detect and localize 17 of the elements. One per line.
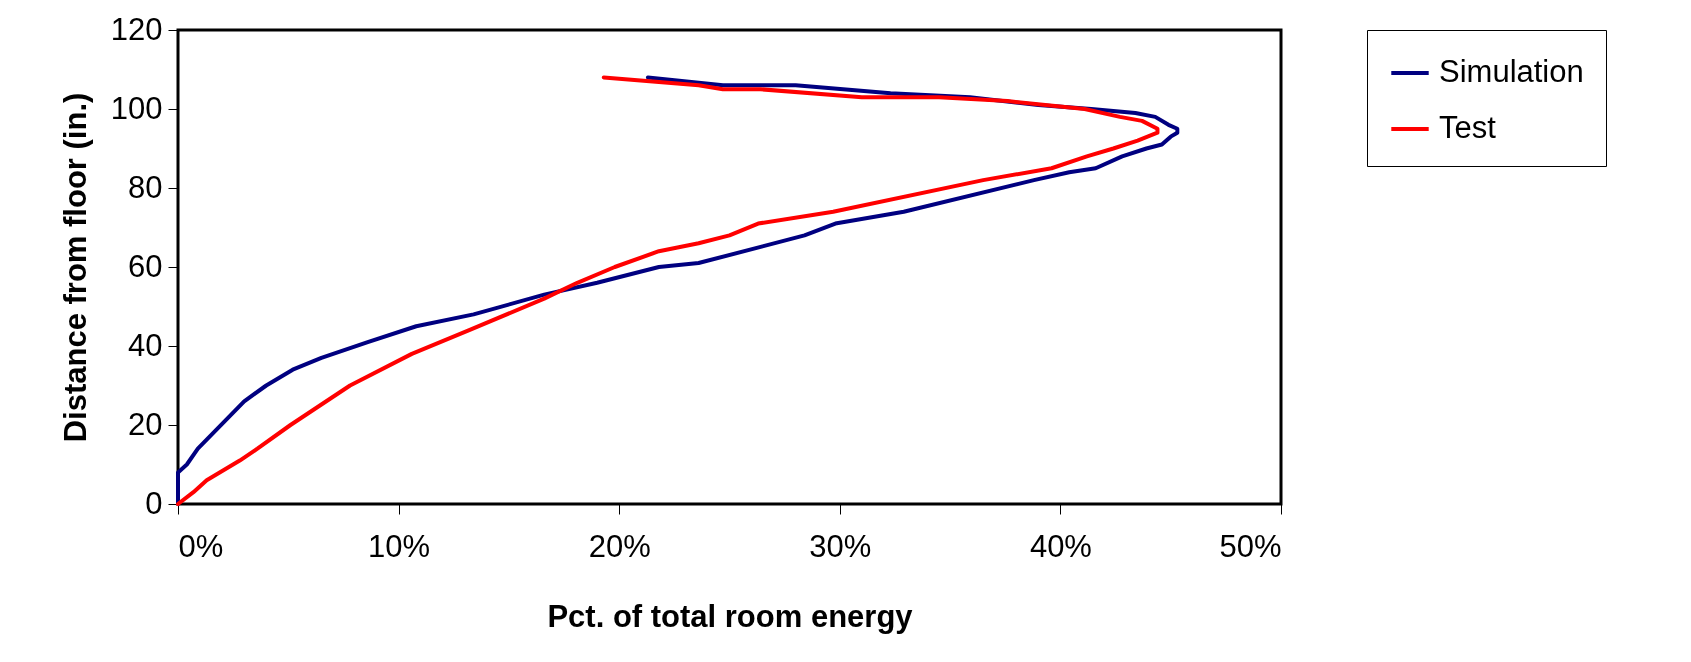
- y-tick-label: 40: [128, 327, 163, 363]
- y-tick-label: 100: [110, 90, 163, 126]
- x-tick-label: 10%: [368, 528, 431, 564]
- y-tick-label: 80: [128, 169, 163, 205]
- x-tick-label: 30%: [809, 528, 872, 564]
- y-tick-label: 0: [145, 485, 163, 521]
- legend-label: Simulation: [1439, 54, 1584, 89]
- y-axis-title: Distance from floor (in.): [57, 92, 93, 443]
- legend-label: Test: [1439, 110, 1497, 145]
- x-tick-label: 0%: [178, 528, 224, 564]
- x-tick-label: 40%: [1029, 528, 1092, 564]
- x-tick-label: 50%: [1219, 528, 1282, 564]
- y-tick-label: 20: [128, 406, 163, 442]
- y-tick-label: 60: [128, 248, 163, 284]
- x-axis-title: Pct. of total room energy: [547, 598, 914, 634]
- x-tick-label: 20%: [588, 528, 651, 564]
- y-tick-label: 120: [110, 11, 163, 47]
